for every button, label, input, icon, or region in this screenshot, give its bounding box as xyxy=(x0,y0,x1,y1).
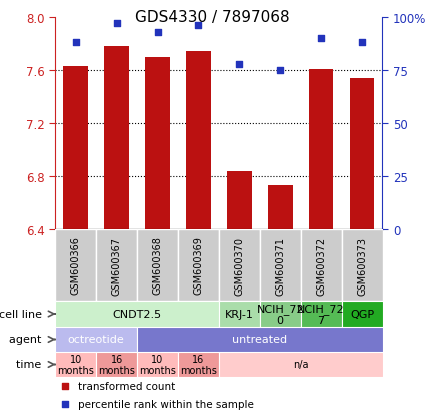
Text: untreated: untreated xyxy=(232,335,287,345)
Bar xyxy=(55,301,219,327)
Bar xyxy=(219,230,260,301)
Text: NCIH_72
7: NCIH_72 7 xyxy=(298,303,345,325)
Text: KRJ-1: KRJ-1 xyxy=(225,309,254,319)
Text: GSM600373: GSM600373 xyxy=(357,236,367,295)
Point xyxy=(359,40,366,47)
Bar xyxy=(96,352,137,377)
Text: percentile rank within the sample: percentile rank within the sample xyxy=(78,399,254,409)
Bar xyxy=(178,352,219,377)
Bar xyxy=(342,230,383,301)
Bar xyxy=(145,57,170,230)
Bar xyxy=(300,301,342,327)
Text: GSM600369: GSM600369 xyxy=(193,236,204,295)
Bar xyxy=(300,230,342,301)
Text: GSM600366: GSM600366 xyxy=(71,236,81,295)
Bar xyxy=(260,230,300,301)
Bar xyxy=(227,171,252,230)
Bar xyxy=(137,352,178,377)
Text: 10
months: 10 months xyxy=(139,354,176,375)
Text: transformed count: transformed count xyxy=(78,381,176,391)
Bar xyxy=(96,230,137,301)
Bar xyxy=(350,79,374,230)
Text: time: time xyxy=(17,360,49,370)
Text: 16
months: 16 months xyxy=(180,354,217,375)
Text: 10
months: 10 months xyxy=(57,354,94,375)
Point xyxy=(236,61,243,68)
Bar xyxy=(342,301,383,327)
Text: n/a: n/a xyxy=(293,360,309,370)
Point xyxy=(62,383,68,389)
Bar xyxy=(186,52,211,230)
Bar xyxy=(63,67,88,230)
Bar xyxy=(137,327,382,352)
Text: GSM600370: GSM600370 xyxy=(234,236,244,295)
Text: GSM600371: GSM600371 xyxy=(275,236,285,295)
Point xyxy=(154,29,161,36)
Text: GSM600367: GSM600367 xyxy=(112,236,122,295)
Text: NCIH_72
0: NCIH_72 0 xyxy=(256,303,304,325)
Text: QGP: QGP xyxy=(350,309,374,319)
Bar xyxy=(55,327,137,352)
Text: agent: agent xyxy=(9,335,49,345)
Bar xyxy=(55,230,96,301)
Bar xyxy=(219,301,260,327)
Point xyxy=(195,23,202,30)
Point xyxy=(318,36,325,43)
Point xyxy=(62,401,68,407)
Bar xyxy=(260,301,300,327)
Text: 16
months: 16 months xyxy=(98,354,135,375)
Text: GSM600368: GSM600368 xyxy=(153,236,162,295)
Bar xyxy=(55,352,96,377)
Point xyxy=(113,21,120,28)
Text: GSM600372: GSM600372 xyxy=(316,236,326,295)
Point xyxy=(72,40,79,47)
Bar xyxy=(178,230,219,301)
Text: GDS4330 / 7897068: GDS4330 / 7897068 xyxy=(135,10,290,25)
Bar xyxy=(268,186,292,230)
Bar xyxy=(219,352,382,377)
Point xyxy=(277,67,283,74)
Text: cell line: cell line xyxy=(0,309,49,319)
Text: octreotide: octreotide xyxy=(68,335,125,345)
Bar xyxy=(104,47,129,230)
Text: CNDT2.5: CNDT2.5 xyxy=(113,309,162,319)
Bar xyxy=(309,69,333,230)
Bar xyxy=(137,230,178,301)
